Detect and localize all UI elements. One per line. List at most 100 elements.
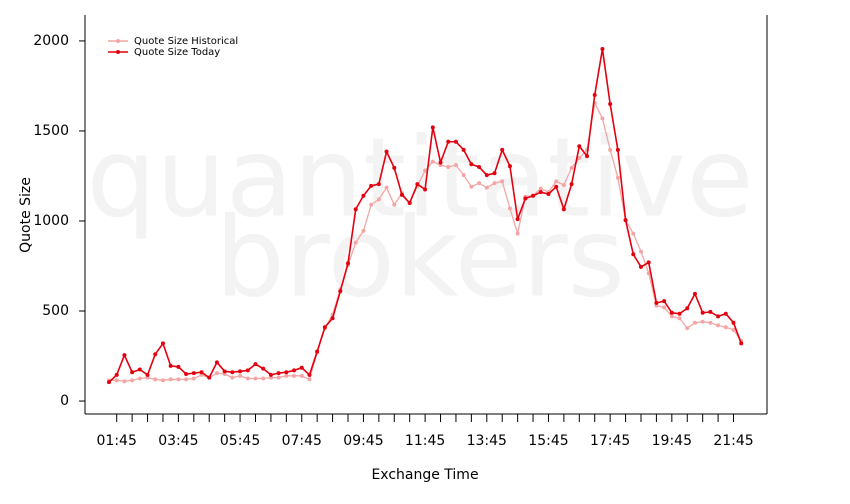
point [692,291,697,296]
point [662,299,667,304]
point [723,325,728,330]
y-tick-label: 2000 [33,33,69,49]
point [484,185,489,190]
point [446,164,451,169]
y-tick-label: 1500 [33,123,69,139]
point [214,371,219,376]
point [708,309,713,314]
point [554,184,559,189]
x-tick-label: 17:45 [590,433,630,449]
point [184,377,189,382]
point [261,376,266,381]
point [423,187,428,192]
point [430,125,435,130]
point [292,368,297,373]
point [723,311,728,316]
point [338,289,343,294]
point [137,367,142,372]
point [299,373,304,378]
point [292,373,297,378]
point [461,173,466,178]
x-tick-label: 11:45 [405,433,445,449]
point [477,164,482,169]
point [577,144,582,149]
point [453,163,458,168]
point [346,261,351,266]
y-tick-label: 1000 [33,213,69,229]
point [569,165,574,170]
point [615,175,620,180]
point [700,310,705,315]
point [284,370,289,375]
point [685,306,690,311]
point [507,206,512,211]
point [484,173,489,178]
point [230,375,235,380]
point [130,370,135,375]
x-tick-label: 03:45 [158,433,198,449]
point [307,377,312,382]
point [477,181,482,186]
point [238,369,243,374]
point [307,372,312,377]
point [561,207,566,212]
point [299,365,304,370]
point [716,323,721,328]
point [631,252,636,257]
point [615,147,620,152]
point [176,377,181,382]
watermark: quantitative [86,113,753,241]
point [446,139,451,144]
point [646,271,651,276]
point [638,264,643,269]
y-tick-label: 0 [60,393,69,409]
point [608,147,613,152]
point [245,376,250,381]
point [122,379,127,384]
x-tick-label: 19:45 [652,433,692,449]
x-tick-label: 01:45 [97,433,137,449]
point [638,249,643,254]
point [453,139,458,144]
point [276,375,281,380]
point [546,191,551,196]
point [361,193,366,198]
point [515,217,520,222]
point [507,164,512,169]
point [538,190,543,195]
point [631,231,636,236]
point [184,372,189,377]
x-tick-label: 05:45 [220,433,260,449]
point [700,319,705,324]
point [160,341,165,346]
point [492,171,497,176]
point [230,370,235,375]
point [392,202,397,207]
point [369,202,374,207]
point [492,181,497,186]
point [399,192,404,197]
point [600,47,605,52]
point [107,380,111,385]
y-tick-label: 500 [42,303,69,319]
point [238,373,243,378]
legend-swatch [116,39,120,43]
watermark: brokers [215,193,625,321]
point [469,184,474,189]
point [268,372,273,377]
point [461,147,466,152]
point [253,376,258,381]
x-tick-label: 15:45 [528,433,568,449]
point [276,371,281,376]
point [569,182,574,187]
point [708,320,713,325]
point [531,193,536,198]
point [114,378,119,383]
point [692,320,697,325]
x-tick-label: 13:45 [467,433,507,449]
point [376,182,381,187]
point [137,376,142,381]
point [407,200,412,205]
point [669,314,674,319]
